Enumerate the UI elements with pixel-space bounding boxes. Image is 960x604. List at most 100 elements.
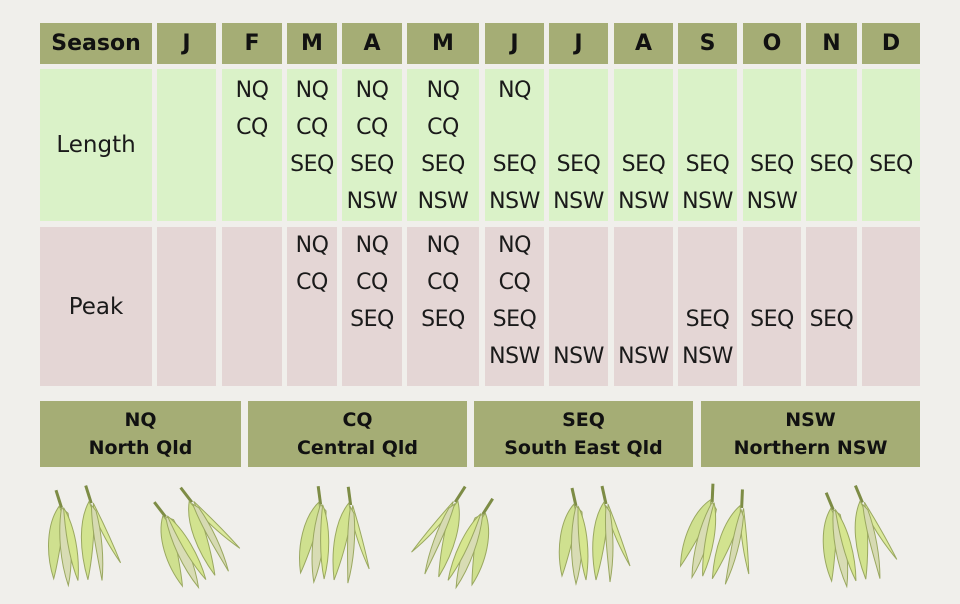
region-code: SEQ — [350, 307, 394, 332]
header-month-apr: A — [342, 23, 402, 64]
header-month-sep: S — [678, 23, 737, 64]
region-code: CQ — [498, 270, 531, 295]
row-label-length: Length — [40, 69, 152, 221]
region-code: NSW — [346, 189, 398, 214]
region-code: SEQ — [685, 152, 730, 177]
month-label: M — [432, 31, 454, 56]
legend-code: CQ — [342, 409, 373, 431]
length-cell-5: NQ SEQ NSW — [485, 69, 544, 221]
region-code: NSW — [746, 189, 798, 214]
header-month-jul: J — [549, 23, 608, 64]
peak-cell-9: SEQ — [743, 227, 801, 386]
month-label: M — [301, 31, 323, 56]
region-code: NQ — [295, 78, 329, 103]
header-season-label: Season — [51, 31, 141, 56]
region-code: SEQ — [556, 152, 601, 177]
header-month-may: M — [407, 23, 479, 64]
length-cell-11: SEQ — [862, 69, 920, 221]
region-code: NQ — [426, 233, 460, 258]
peak-cell-7: NSW — [614, 227, 673, 386]
region-code: SEQ — [685, 307, 730, 332]
region-code: NSW — [417, 189, 469, 214]
region-code: CQ — [356, 115, 388, 140]
legend-cq: CQ Central Qld — [248, 401, 467, 467]
pepper-icon — [410, 480, 500, 594]
month-label: J — [182, 31, 191, 56]
month-label: N — [822, 31, 841, 56]
region-code: SEQ — [809, 152, 854, 177]
length-cell-1: NQ CQ — [222, 69, 282, 221]
region-code: SEQ — [492, 152, 537, 177]
legend-code: NSW — [785, 409, 836, 431]
region-code: SEQ — [621, 152, 666, 177]
region-code: NQ — [426, 78, 460, 103]
legend-nsw: NSW Northern NSW — [701, 401, 920, 467]
region-code: NQ — [498, 78, 531, 103]
month-label: O — [762, 31, 782, 56]
length-cell-2: NQ CQ SEQ — [287, 69, 337, 221]
pepper-icon — [150, 480, 241, 594]
month-label: J — [510, 31, 519, 56]
row-label-text: Peak — [68, 293, 124, 320]
region-code: CQ — [427, 115, 459, 140]
pepper-icon — [550, 480, 640, 594]
region-code: NSW — [618, 344, 669, 369]
month-label: S — [699, 31, 716, 56]
pepper-icon — [292, 480, 382, 594]
header-month-mar: M — [287, 23, 337, 64]
legend-name: Northern NSW — [733, 437, 888, 459]
length-cell-3: NQ CQ SEQ NSW — [342, 69, 402, 221]
region-code: CQ — [356, 270, 388, 295]
region-code: CQ — [296, 270, 328, 295]
region-code: NSW — [489, 344, 540, 369]
region-code: SEQ — [750, 307, 794, 332]
legend-code: SEQ — [562, 409, 605, 431]
region-code: CQ — [427, 270, 459, 295]
legend-code: NQ — [124, 409, 157, 431]
month-label: F — [244, 31, 260, 56]
region-code: NSW — [682, 344, 733, 369]
header-season: Season — [40, 23, 152, 64]
region-code: SEQ — [421, 152, 465, 177]
row-label-peak: Peak — [40, 227, 152, 386]
length-cell-6: SEQ NSW — [549, 69, 608, 221]
legend-nq: NQ North Qld — [40, 401, 241, 467]
header-month-feb: F — [222, 23, 282, 64]
peak-cell-1 — [222, 227, 282, 386]
header-month-jun: J — [485, 23, 544, 64]
peak-cell-6: NSW — [549, 227, 608, 386]
peak-cell-3: NQ CQ SEQ — [342, 227, 402, 386]
region-code: SEQ — [421, 307, 465, 332]
pepper-icon — [812, 480, 902, 594]
length-cell-10: SEQ — [806, 69, 857, 221]
length-cell-7: SEQ NSW — [614, 69, 673, 221]
month-label: J — [574, 31, 583, 56]
region-code: NQ — [355, 78, 389, 103]
month-label: D — [881, 31, 901, 56]
region-code: SEQ — [750, 152, 794, 177]
peak-cell-4: NQ CQ SEQ — [407, 227, 479, 386]
legend-name: North Qld — [88, 437, 193, 459]
region-code: NQ — [235, 78, 269, 103]
region-code: NQ — [295, 233, 329, 258]
region-code: CQ — [236, 115, 268, 140]
region-code: NQ — [355, 233, 389, 258]
peak-cell-10: SEQ — [806, 227, 857, 386]
region-code: NSW — [618, 189, 669, 214]
region-code: SEQ — [350, 152, 394, 177]
region-code: SEQ — [869, 152, 913, 177]
region-code: SEQ — [290, 152, 334, 177]
peak-cell-0 — [157, 227, 216, 386]
peak-cell-5: NQ CQ SEQ NSW — [485, 227, 544, 386]
header-month-aug: A — [614, 23, 673, 64]
region-code: NSW — [553, 189, 604, 214]
header-month-dec: D — [862, 23, 920, 64]
peak-cell-11 — [862, 227, 920, 386]
legend-name: Central Qld — [296, 437, 419, 459]
header-month-oct: O — [743, 23, 801, 64]
pepper-icon — [678, 480, 768, 594]
month-label: A — [363, 31, 381, 56]
pepper-icon — [38, 480, 128, 594]
region-code: NSW — [489, 189, 540, 214]
month-label: A — [634, 31, 653, 56]
